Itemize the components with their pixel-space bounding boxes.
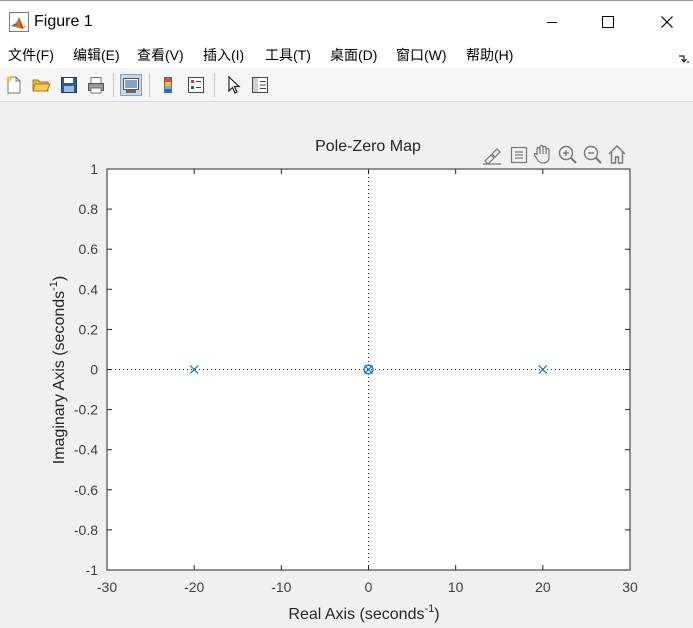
save-icon bbox=[61, 77, 77, 93]
menu-tools[interactable]: 工具(T) bbox=[265, 47, 311, 63]
menu-window[interactable]: 窗口(W) bbox=[396, 47, 447, 63]
x-tick-label: 20 bbox=[535, 579, 551, 595]
property-inspector-icon bbox=[252, 77, 268, 93]
menu-edit[interactable]: 编辑(E) bbox=[73, 47, 120, 63]
menu-bar: 文件(F) 编辑(E) 查看(V) 插入(I) 工具(T) 桌面(D) 窗口(W… bbox=[0, 42, 693, 68]
toolbar-separator bbox=[149, 73, 150, 97]
new-figure-icon bbox=[6, 76, 21, 94]
axes-box bbox=[106, 168, 631, 571]
y-axis-label: Imaginary Axis (seconds-1) bbox=[48, 276, 68, 465]
menu-file[interactable]: 文件(F) bbox=[8, 47, 54, 63]
dock-arrow-icon[interactable] bbox=[678, 51, 690, 63]
menu-desktop[interactable]: 桌面(D) bbox=[330, 47, 378, 63]
x-tick-label: 30 bbox=[622, 579, 638, 595]
property-inspector-button[interactable] bbox=[249, 74, 271, 96]
toolbar-separator bbox=[214, 73, 215, 97]
insert-colorbar-button[interactable] bbox=[157, 74, 179, 96]
link-plot-icon bbox=[123, 78, 139, 93]
print-button[interactable] bbox=[85, 74, 107, 96]
close-button[interactable] bbox=[645, 1, 689, 43]
edit-plot-button[interactable] bbox=[222, 74, 244, 96]
print-icon bbox=[88, 77, 104, 94]
open-file-button[interactable] bbox=[30, 74, 52, 96]
title-bar[interactable]: Figure 1 bbox=[0, 0, 693, 42]
pole-marker bbox=[189, 365, 199, 374]
x-axis-label: Real Axis (seconds-1) bbox=[288, 603, 439, 623]
y-tick-label: 0.6 bbox=[79, 241, 99, 257]
y-tick-label: 0.4 bbox=[79, 281, 99, 297]
plot-title: Pole-Zero Map bbox=[315, 138, 421, 155]
y-tick-label: -0.4 bbox=[74, 442, 98, 458]
edit-plot-icon bbox=[228, 75, 241, 94]
insert-legend-button[interactable] bbox=[185, 74, 207, 96]
close-icon bbox=[661, 16, 673, 28]
menu-insert[interactable]: 插入(I) bbox=[203, 47, 245, 63]
matlab-icon bbox=[9, 12, 29, 32]
y-tick-label: -1 bbox=[86, 562, 99, 578]
minimize-button[interactable] bbox=[530, 1, 574, 43]
pole-zero-plot: Pole-Zero Map bbox=[48, 138, 638, 623]
x-tick-label: -20 bbox=[184, 579, 204, 595]
x-tick-label: 10 bbox=[448, 579, 464, 595]
menu-view[interactable]: 查看(V) bbox=[137, 47, 184, 63]
figure-canvas: Pole-Zero Map bbox=[0, 103, 693, 628]
y-tick-label: 0 bbox=[90, 362, 98, 378]
axes-toolbar bbox=[483, 144, 626, 165]
x-tick-label: 0 bbox=[365, 579, 373, 595]
save-button[interactable] bbox=[58, 74, 80, 96]
menu-help[interactable]: 帮助(H) bbox=[466, 47, 514, 63]
brush-icon[interactable] bbox=[483, 148, 501, 165]
window-title: Figure 1 bbox=[34, 13, 93, 30]
new-figure-button[interactable] bbox=[3, 74, 25, 96]
y-tick-label: 0.8 bbox=[79, 201, 99, 217]
maximize-icon bbox=[602, 16, 614, 28]
zoom-in-icon[interactable] bbox=[558, 145, 577, 164]
insert-legend-icon bbox=[188, 77, 204, 93]
link-plot-button[interactable] bbox=[120, 74, 142, 96]
zero-marker bbox=[363, 364, 374, 375]
y-tick-label: -0.8 bbox=[74, 522, 98, 538]
minimize-icon bbox=[547, 22, 557, 23]
toolbar-separator bbox=[113, 73, 114, 97]
y-tick-label: 1 bbox=[90, 161, 98, 177]
home-icon[interactable] bbox=[608, 145, 626, 164]
x-tick-label: -30 bbox=[97, 579, 117, 595]
pan-icon[interactable] bbox=[533, 144, 550, 164]
x-tick-label: -10 bbox=[271, 579, 291, 595]
pole-marker bbox=[364, 365, 373, 374]
insert-colorbar-icon bbox=[164, 77, 172, 93]
maximize-button[interactable] bbox=[586, 1, 630, 43]
y-tick-label: -0.6 bbox=[74, 482, 98, 498]
pole-marker bbox=[538, 365, 548, 374]
open-file-icon bbox=[32, 79, 51, 92]
y-tick-label: 0.2 bbox=[79, 321, 99, 337]
figure-toolbar bbox=[0, 68, 693, 102]
data-tips-icon[interactable] bbox=[510, 146, 528, 164]
zoom-out-icon[interactable] bbox=[583, 145, 602, 164]
y-tick-label: -0.2 bbox=[74, 402, 98, 418]
